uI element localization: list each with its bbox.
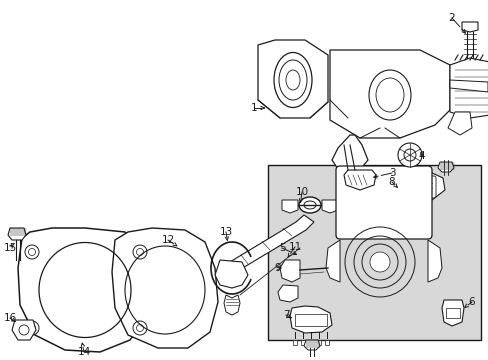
FancyBboxPatch shape (335, 166, 431, 239)
Polygon shape (427, 240, 441, 282)
Text: 16: 16 (3, 313, 17, 323)
Circle shape (397, 143, 421, 167)
Text: 7: 7 (282, 310, 289, 320)
Polygon shape (18, 228, 150, 352)
Polygon shape (8, 228, 26, 240)
Polygon shape (395, 172, 444, 202)
Text: 10: 10 (295, 187, 308, 197)
Polygon shape (437, 162, 453, 172)
Polygon shape (301, 340, 305, 345)
Circle shape (369, 252, 389, 272)
Polygon shape (308, 340, 312, 345)
Polygon shape (449, 80, 487, 92)
Text: 5: 5 (278, 243, 285, 253)
Ellipse shape (273, 53, 311, 108)
Circle shape (133, 245, 147, 259)
Text: 11: 11 (288, 242, 301, 252)
Polygon shape (316, 340, 320, 345)
Text: 8: 8 (388, 177, 394, 187)
Polygon shape (282, 200, 297, 213)
Polygon shape (343, 170, 375, 190)
Polygon shape (220, 215, 313, 278)
Polygon shape (441, 300, 463, 326)
Polygon shape (224, 295, 240, 315)
Polygon shape (447, 112, 471, 135)
Polygon shape (278, 285, 297, 302)
Polygon shape (329, 50, 449, 138)
Bar (294, 314, 326, 326)
Polygon shape (112, 228, 218, 348)
Polygon shape (280, 260, 299, 282)
Text: 13: 13 (219, 227, 232, 237)
Bar (445, 308, 459, 318)
Polygon shape (325, 240, 339, 282)
Text: 6: 6 (468, 297, 474, 307)
Text: 15: 15 (3, 243, 17, 253)
Text: 3: 3 (388, 168, 394, 178)
Polygon shape (325, 340, 328, 345)
Polygon shape (215, 260, 247, 288)
Polygon shape (329, 55, 429, 98)
Polygon shape (304, 340, 319, 350)
Ellipse shape (298, 197, 320, 213)
Circle shape (133, 321, 147, 335)
Polygon shape (258, 40, 327, 118)
Polygon shape (289, 306, 331, 333)
Polygon shape (321, 200, 337, 213)
Polygon shape (331, 135, 367, 172)
Text: 12: 12 (161, 235, 174, 245)
Polygon shape (12, 320, 36, 340)
Bar (267, 165, 480, 340)
Circle shape (25, 245, 39, 259)
Polygon shape (292, 340, 296, 345)
Text: 2: 2 (448, 13, 454, 23)
Text: 14: 14 (77, 347, 90, 357)
Polygon shape (461, 22, 477, 32)
Polygon shape (449, 58, 488, 118)
Ellipse shape (221, 265, 239, 279)
Circle shape (25, 321, 39, 335)
Text: 4: 4 (418, 151, 425, 161)
Text: 9: 9 (274, 263, 281, 273)
Text: 1: 1 (250, 103, 257, 113)
